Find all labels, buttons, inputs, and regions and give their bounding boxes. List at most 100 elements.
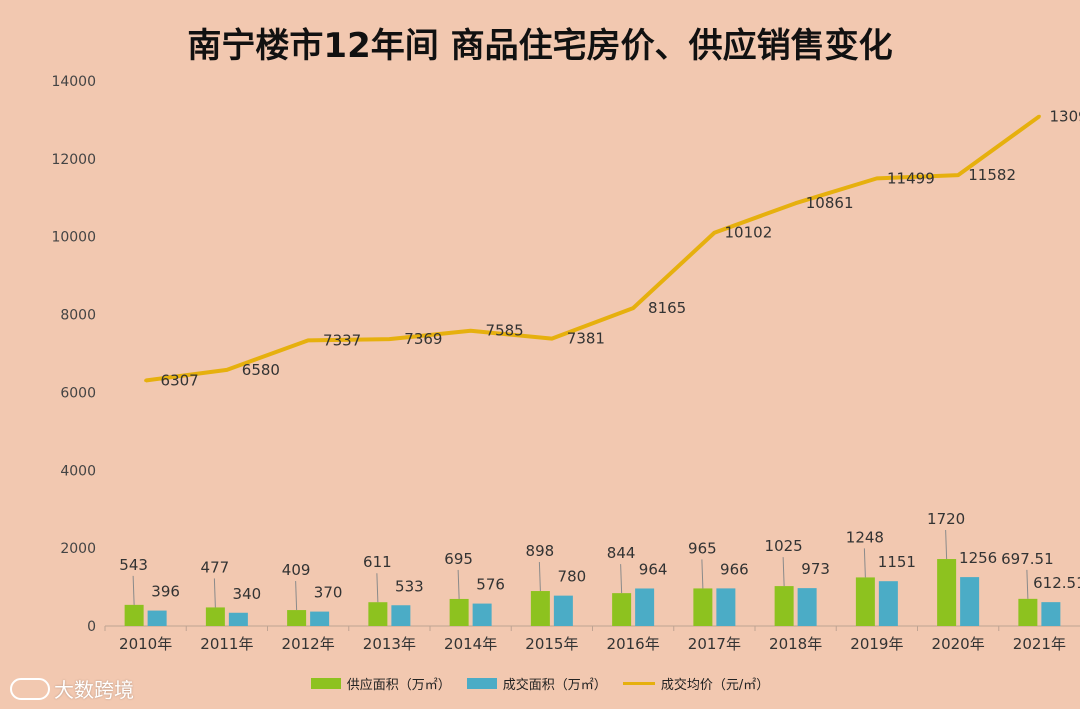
data-label-supply: 409 — [282, 561, 311, 579]
data-label-supply: 1720 — [927, 510, 965, 528]
x-tick-label: 2019年 — [850, 635, 903, 653]
x-tick-label: 2016年 — [607, 635, 660, 653]
bar-supply — [205, 607, 225, 626]
bars-group — [124, 559, 1061, 626]
x-axis: 2010年 2011年 2012年 2013年 2014年 2015年 2016年 2017年… — [104, 625, 1080, 653]
data-label-supply: 697.51 — [1001, 550, 1054, 568]
data-label-price: 10102 — [725, 224, 773, 242]
data-label-supply: 543 — [119, 556, 148, 574]
x-tick-label: 2015年 — [525, 635, 578, 653]
legend-item-price[interactable]: 成交均价（元/㎡） — [622, 674, 770, 693]
data-label-sales: 780 — [558, 568, 587, 586]
data-label-sales: 966 — [720, 560, 749, 578]
price-point — [550, 337, 554, 341]
bar-sales — [1041, 602, 1061, 626]
legend-item-sales[interactable]: 成交面积（万㎡） — [466, 674, 607, 693]
y-tick-label: 10000 — [51, 230, 96, 246]
data-label-price: 8165 — [648, 299, 686, 317]
bar-sales — [960, 577, 980, 626]
data-label-sales: 396 — [151, 583, 180, 601]
leader-line — [945, 530, 948, 560]
x-tick-label: 2017年 — [688, 635, 741, 653]
leader-line — [213, 578, 216, 608]
price-point — [1037, 114, 1041, 118]
data-label-price: 7369 — [404, 330, 442, 348]
bar-supply — [774, 586, 794, 626]
data-label-sales: 340 — [233, 585, 262, 603]
legend-label-price: 成交均价（元/㎡） — [660, 678, 770, 693]
bar-sales — [228, 612, 248, 626]
data-label-price: 6307 — [161, 371, 199, 389]
x-tick-label: 2020年 — [932, 635, 985, 653]
price-point — [794, 201, 798, 205]
data-label-price: 11582 — [968, 166, 1016, 184]
bar-sales — [391, 605, 411, 626]
data-label-price: 6580 — [242, 361, 280, 379]
bar-supply — [368, 602, 388, 626]
y-tick-label: 4000 — [60, 463, 96, 479]
data-label-sales: 1256 — [959, 549, 997, 567]
leader-line — [376, 573, 379, 603]
legend: 供应面积（万㎡） 成交面积（万㎡） 成交均价（元/㎡） — [0, 674, 1080, 693]
watermark: 大数跨境 — [10, 674, 134, 703]
price-point — [144, 378, 148, 382]
watermark-text: 大数跨境 — [54, 678, 134, 702]
bar-supply — [855, 577, 875, 626]
bar-supply — [693, 588, 713, 626]
data-label-supply: 1025 — [765, 537, 803, 555]
data-label-price: 11499 — [887, 169, 935, 187]
y-axis: 0 2000 4000 6000 8000 10000 12000 14000 — [51, 74, 96, 635]
y-tick-label: 0 — [87, 619, 96, 635]
legend-label-sales: 成交面积（万㎡） — [502, 678, 607, 693]
data-label-sales: 370 — [314, 584, 343, 602]
leader-line — [132, 575, 135, 605]
price-point — [387, 337, 391, 341]
y-tick-label: 2000 — [60, 541, 96, 557]
y-tick-label: 6000 — [60, 385, 96, 401]
bar-supply — [937, 559, 957, 626]
data-label-supply: 477 — [201, 558, 230, 576]
data-label-price: 10861 — [806, 194, 854, 212]
bar-sales — [797, 588, 817, 626]
x-tick-label: 2021年 — [1013, 635, 1066, 653]
x-tick-label: 2010年 — [119, 635, 172, 653]
bar-sales — [147, 610, 167, 626]
y-tick-label: 14000 — [51, 74, 96, 90]
data-label-sales: 1151 — [878, 553, 916, 571]
x-tick-label: 2011年 — [200, 635, 253, 653]
price-point — [306, 338, 310, 342]
y-tick-label: 12000 — [51, 152, 96, 168]
data-label-supply: 965 — [688, 539, 717, 557]
price-point — [712, 231, 716, 235]
data-label-supply: 611 — [363, 553, 392, 571]
x-tick-label: 2018年 — [769, 635, 822, 653]
price-point — [631, 306, 635, 310]
leader-line — [620, 564, 623, 594]
data-label-sales: 612.51 — [1033, 574, 1080, 592]
bar-supply — [287, 610, 307, 626]
bar-supply — [612, 593, 632, 626]
bar-supply — [1018, 598, 1038, 626]
data-labels-group: 543 477 409 611 695 898 844 965 1025 1248 1720 697.… — [119, 107, 1080, 611]
leader-line — [538, 562, 541, 592]
bar-sales — [635, 588, 655, 626]
bar-sales — [553, 595, 573, 626]
price-line — [145, 114, 1041, 383]
bar-supply — [530, 591, 550, 626]
price-point — [956, 173, 960, 177]
legend-item-supply[interactable]: 供应面积（万㎡） — [310, 674, 451, 693]
legend-swatch-sales — [466, 678, 497, 689]
data-label-supply: 844 — [607, 544, 636, 562]
bar-sales — [472, 603, 492, 626]
data-label-sales: 973 — [801, 560, 830, 578]
leader-line — [863, 548, 866, 578]
legend-swatch-price — [622, 682, 655, 685]
data-label-supply: 1248 — [846, 528, 884, 546]
data-label-sales: 533 — [395, 577, 424, 595]
data-label-price: 13093 — [1050, 107, 1080, 125]
x-tick-label: 2014年 — [444, 635, 497, 653]
data-label-sales: 964 — [639, 560, 668, 578]
leader-line — [295, 581, 298, 611]
price-point — [225, 368, 229, 372]
